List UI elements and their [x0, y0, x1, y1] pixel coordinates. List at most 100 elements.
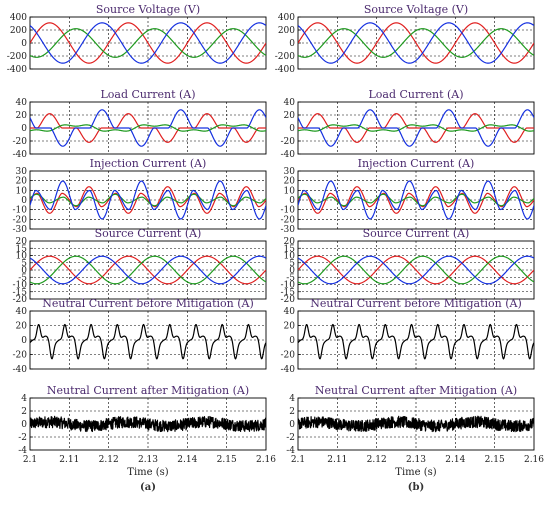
x-axis-label: Time (s) — [395, 467, 436, 478]
y-tick-label: -5 — [18, 273, 27, 283]
panel-title: Source Current (A) — [363, 227, 470, 240]
y-tick-label: 20 — [284, 177, 296, 187]
series-line-1 — [298, 323, 534, 360]
y-tick-label: 20 — [284, 322, 296, 332]
y-tick-label: -20 — [13, 351, 28, 361]
panel-5-col-1: Neutral Current before Mitigation (A) 40 2… — [13, 297, 267, 375]
y-tick-label: -15 — [281, 288, 296, 298]
y-tick-label: -40 — [13, 365, 28, 375]
y-tick-label: -40 — [13, 150, 28, 160]
y-tick-label: -30 — [281, 225, 296, 235]
panel-6-col-2: Neutral Current after Mitigation (A) 4 2 0 -… — [286, 384, 544, 493]
y-tick-label: -10 — [13, 206, 28, 216]
x-tick-label: 2.12 — [367, 455, 387, 465]
x-axis-label: Time (s) — [127, 467, 168, 478]
x-tick-label: 2.12 — [99, 455, 119, 465]
series-line-1 — [298, 255, 534, 285]
series-line-2 — [30, 255, 266, 285]
y-tick-label: 20 — [16, 111, 28, 121]
y-tick-label: 2 — [289, 407, 295, 417]
x-tick-label: 2.1 — [291, 455, 305, 465]
y-tick-label: 4 — [21, 394, 27, 404]
x-tick-label: 2.13 — [406, 455, 426, 465]
series-line-3 — [30, 255, 266, 285]
y-tick-label: 2 — [21, 407, 27, 417]
y-tick-label: -10 — [281, 206, 296, 216]
y-tick-label: -20 — [281, 215, 296, 225]
panel-label: (b) — [408, 482, 424, 493]
series-line-1 — [298, 186, 534, 214]
y-tick-label: 15 — [284, 244, 296, 254]
y-tick-label: 5 — [21, 259, 27, 269]
y-tick-label: 0 — [289, 196, 295, 206]
y-tick-label: -30 — [13, 225, 28, 235]
series-line-3 — [298, 180, 534, 220]
y-tick-label: 0 — [21, 39, 27, 49]
panel-title: Neutral Current after Mitigation (A) — [315, 384, 517, 397]
y-tick-label: 0 — [289, 420, 295, 430]
y-tick-label: 0 — [289, 336, 295, 346]
series-line-3 — [30, 22, 266, 64]
y-tick-label: 30 — [16, 167, 28, 177]
y-tick-label: -200 — [275, 52, 295, 62]
series-line-1 — [298, 415, 534, 433]
y-tick-label: 40 — [284, 98, 296, 108]
y-tick-label: 0 — [289, 124, 295, 134]
panel-title: Source Voltage (V) — [96, 3, 200, 16]
y-tick-label: -40 — [281, 150, 296, 160]
x-tick-label: 2.1 — [23, 455, 37, 465]
series-line-2 — [298, 255, 534, 285]
y-tick-label: 10 — [16, 186, 28, 196]
y-tick-label: 10 — [16, 252, 28, 262]
series-line-3 — [298, 109, 534, 147]
y-tick-label: 10 — [284, 252, 296, 262]
y-tick-label: 0 — [289, 39, 295, 49]
series-line-1 — [30, 255, 266, 285]
y-tick-label: 200 — [278, 26, 295, 36]
y-tick-label: 15 — [16, 244, 28, 254]
series-line-2 — [298, 28, 534, 58]
series-line-1 — [298, 113, 534, 143]
panel-title: Injection Current (A) — [358, 157, 475, 170]
panel-5-col-2: Neutral Current before Mitigation (A) 40 2… — [281, 297, 535, 375]
panel-title: Source Current (A) — [95, 227, 202, 240]
y-tick-label: 20 — [16, 237, 28, 247]
series-line-2 — [30, 28, 266, 58]
series-line-2 — [298, 124, 534, 132]
y-tick-label: 0 — [21, 124, 27, 134]
series-line-1 — [30, 323, 266, 360]
y-tick-label: -4 — [18, 446, 27, 456]
y-tick-label: 20 — [16, 322, 28, 332]
y-tick-label: -400 — [275, 65, 295, 75]
y-tick-label: 20 — [16, 177, 28, 187]
x-tick-label: 2.15 — [485, 455, 505, 465]
panel-title: Load Current (A) — [100, 88, 195, 101]
y-tick-label: 20 — [284, 111, 296, 121]
panel-title: Neutral Current before Mitigation (A) — [42, 297, 254, 310]
y-tick-label: -20 — [13, 215, 28, 225]
x-tick-label: 2.16 — [256, 455, 276, 465]
y-tick-label: 0 — [289, 266, 295, 276]
y-tick-label: 400 — [278, 13, 295, 23]
y-tick-label: 20 — [284, 237, 296, 247]
y-tick-label: 4 — [289, 394, 295, 404]
series-line-1 — [30, 22, 266, 64]
series-line-1 — [30, 113, 266, 143]
x-tick-label: 2.11 — [59, 455, 79, 465]
series-line-3 — [298, 22, 534, 64]
y-tick-label: 30 — [284, 167, 296, 177]
panel-1-col-2: Source Voltage (V) 400 200 0 -200 -400 — [275, 3, 535, 75]
y-tick-label: -2 — [18, 433, 27, 443]
series-line-2 — [30, 193, 266, 207]
y-tick-label: -2 — [286, 433, 295, 443]
x-tick-label: 2.14 — [445, 455, 465, 465]
y-tick-label: -20 — [281, 295, 296, 305]
x-tick-label: 2.15 — [217, 455, 237, 465]
y-tick-label: 0 — [21, 266, 27, 276]
panel-title: Neutral Current before Mitigation (A) — [310, 297, 522, 310]
